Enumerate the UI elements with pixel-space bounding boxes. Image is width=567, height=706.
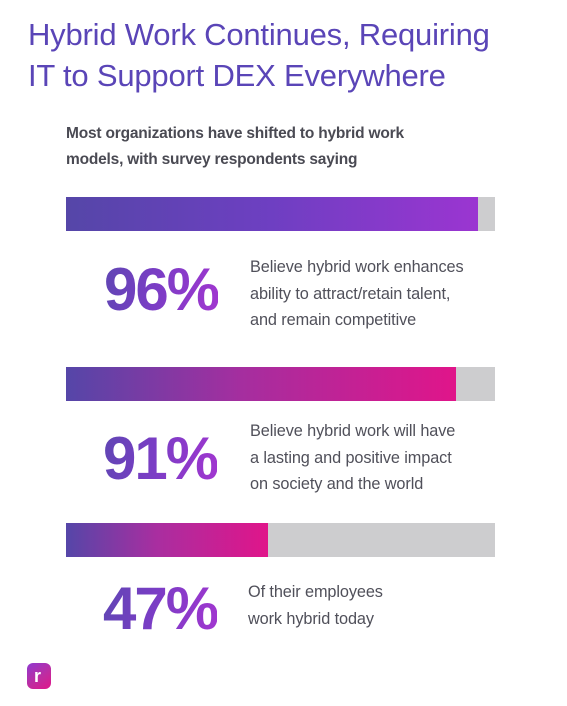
logo-letter: r bbox=[34, 666, 42, 686]
stat-block-91: 91% Believe hybrid work will have a last… bbox=[0, 367, 567, 517]
stat-description-47-line-2: work hybrid today bbox=[248, 609, 374, 628]
page-title-line-1: Hybrid Work Continues, Requiring bbox=[28, 17, 490, 52]
stat-description-91-line-1: Believe hybrid work will have bbox=[250, 422, 456, 440]
stat-description-91-line-3: on society and the world bbox=[250, 475, 424, 493]
stat-description-96-line-3: and remain competitive bbox=[250, 311, 417, 329]
stat-description-91-line-2: a lasting and positive impact bbox=[250, 448, 452, 467]
bar-track-47 bbox=[66, 523, 495, 557]
bar-fill-91 bbox=[66, 367, 457, 401]
bar-fill-96 bbox=[66, 197, 478, 231]
bar-track-96 bbox=[66, 197, 495, 231]
stat-description-91: Believe hybrid work will have a lasting … bbox=[250, 418, 505, 498]
intro-text: Most organizations have shifted to hybri… bbox=[66, 121, 496, 173]
stat-block-96: 96% Believe hybrid work enhances ability… bbox=[0, 197, 567, 347]
stat-block-47: 47% Of their employees work hybrid today bbox=[0, 523, 567, 648]
bar-track-91 bbox=[66, 367, 495, 401]
stat-value-96: 96% bbox=[104, 256, 220, 323]
page-title-line-2: IT to Support DEX Everywhere bbox=[28, 58, 446, 93]
stat-value-91: 91% bbox=[103, 425, 219, 492]
stat-description-47-line-1: Of their employees bbox=[248, 583, 383, 601]
stat-description-96-line-2: ability to attract/retain talent, bbox=[250, 284, 451, 303]
bar-fill-47 bbox=[66, 523, 268, 557]
stat-description-96: Believe hybrid work enhances ability to … bbox=[250, 254, 505, 334]
intro-text-line-1: Most organizations have shifted to hybri… bbox=[66, 125, 404, 142]
page-title: Hybrid Work Continues, Requiring IT to S… bbox=[28, 14, 558, 96]
stat-description-96-line-1: Believe hybrid work enhances bbox=[250, 258, 464, 276]
stat-description-47: Of their employees work hybrid today bbox=[248, 579, 503, 632]
brand-r-icon: r bbox=[27, 663, 51, 689]
stat-value-47: 47% bbox=[103, 575, 219, 642]
intro-text-line-2: models, with survey respondents saying bbox=[66, 151, 358, 168]
